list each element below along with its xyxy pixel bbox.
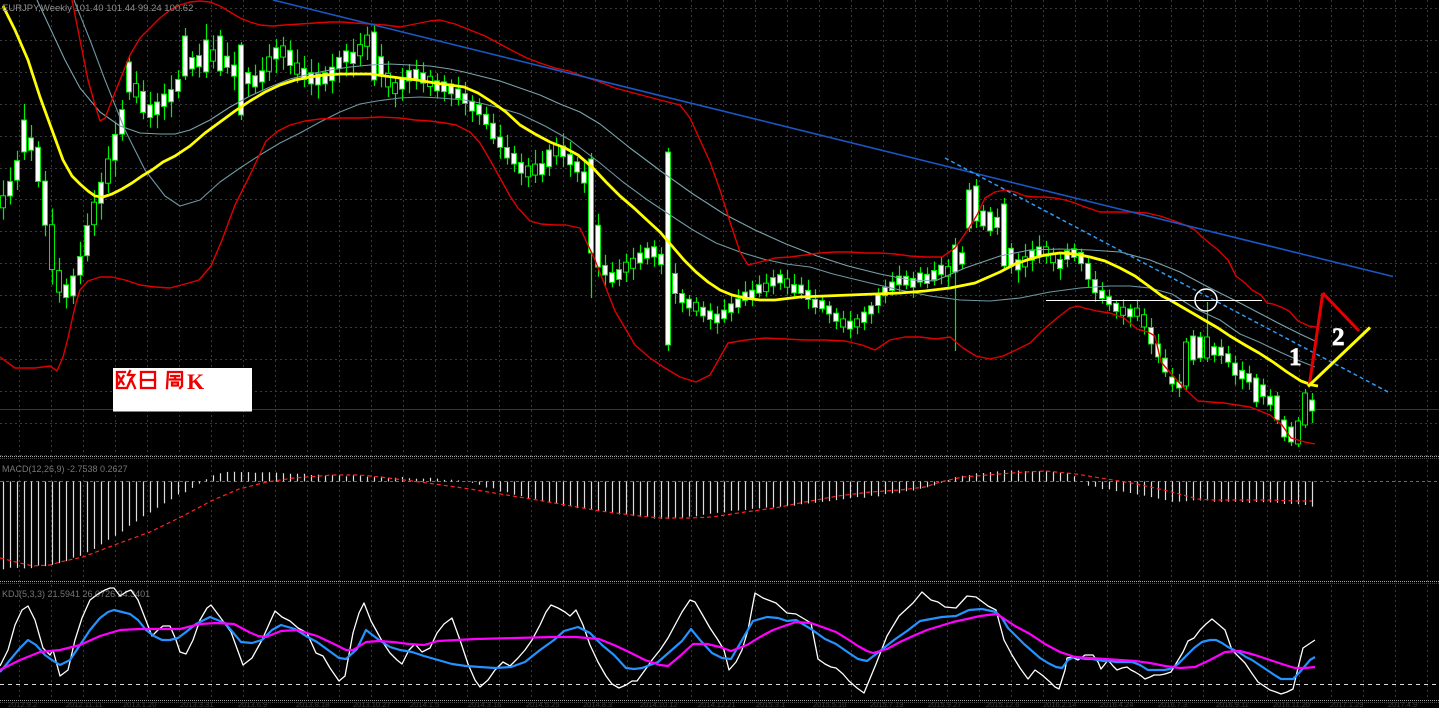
svg-text:2015.7.19: 2015.7.19	[870, 700, 903, 708]
svg-text:2017.4.9: 2017.4.9	[1388, 700, 1417, 708]
svg-text:2015.3.1: 2015.3.1	[756, 700, 785, 708]
svg-text:2: 2	[1332, 324, 1345, 351]
svg-text:2014.12.21: 2014.12.21	[698, 700, 736, 708]
svg-text:2014.1.5: 2014.1.5	[410, 700, 439, 708]
svg-text:2012.11.11: 2012.11.11	[66, 700, 102, 708]
svg-text:2014.3.16: 2014.3.16	[468, 700, 501, 708]
svg-text:2013.1.20: 2013.1.20	[123, 700, 156, 708]
svg-text:2014.8.3: 2014.8.3	[583, 700, 612, 708]
svg-text:2016.11.20: 2016.11.20	[1273, 700, 1310, 708]
svg-text:1: 1	[1289, 344, 1302, 371]
svg-text:K: K	[187, 369, 204, 394]
svg-text:MACD(12,26,9) -2.7538 0.2627: MACD(12,26,9) -2.7538 0.2627	[2, 464, 128, 474]
svg-text:2015.12.6: 2015.12.6	[986, 700, 1019, 708]
svg-text:2016.7.3: 2016.7.3	[1158, 700, 1187, 708]
svg-text:2013.6.9: 2013.6.9	[238, 700, 267, 708]
svg-text:2017.1.29: 2017.1.29	[1330, 700, 1363, 708]
svg-text:2014.5.25: 2014.5.25	[526, 700, 559, 708]
svg-text:2016.2.14: 2016.2.14	[1043, 700, 1076, 708]
svg-text:2016.4.24: 2016.4.24	[1100, 700, 1133, 708]
svg-text:2015.5.10: 2015.5.10	[813, 700, 846, 708]
svg-text:2013.10.27: 2013.10.27	[353, 700, 391, 708]
svg-text:2013.3.31: 2013.3.31	[180, 700, 213, 708]
svg-text:EURJPY,Weekly 101.40 101.44 9: EURJPY,Weekly 101.40 101.44 99.24 100.62	[2, 3, 193, 14]
svg-text:2015.9.27: 2015.9.27	[928, 700, 961, 708]
svg-text:2013.8.18: 2013.8.18	[296, 700, 329, 708]
svg-text:2012.9.2: 2012.9.2	[8, 700, 37, 708]
svg-text:2014.10.12: 2014.10.12	[640, 700, 678, 708]
svg-text:KDJ(5,3,3) 21.5941 26.0726 24.: KDJ(5,3,3) 21.5941 26.0726 24.3401	[2, 589, 150, 599]
svg-text:2016.9.11: 2016.9.11	[1216, 700, 1249, 708]
